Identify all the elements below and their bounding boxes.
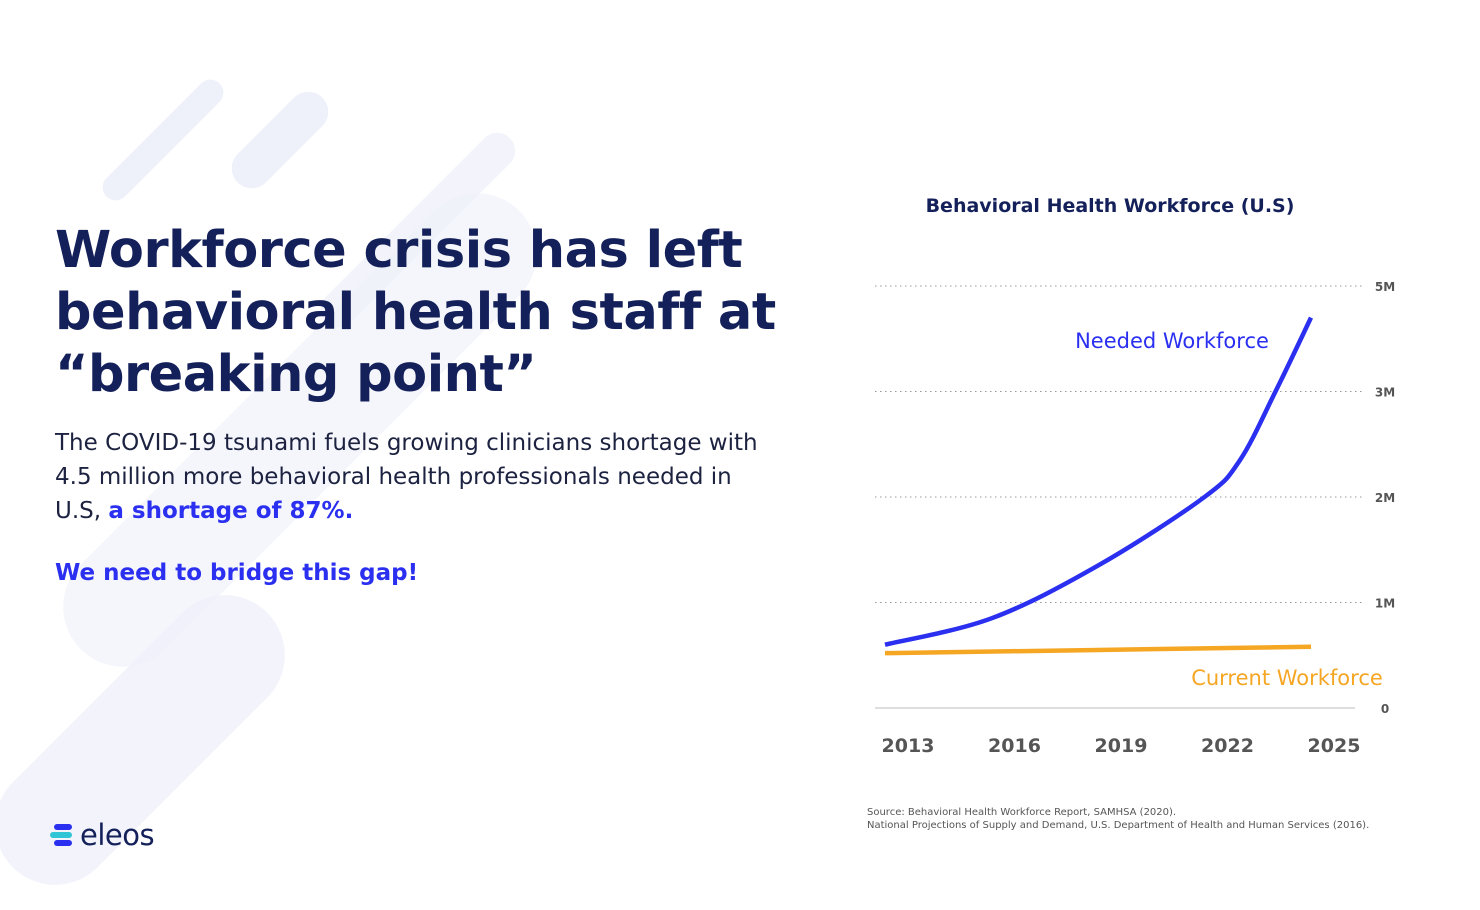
x-tick-label: 2013 bbox=[882, 735, 935, 757]
x-tick-label: 2025 bbox=[1308, 735, 1361, 757]
current-workforce-line bbox=[884, 644, 1312, 656]
y-tick-label: 3M bbox=[1375, 386, 1395, 400]
y-tick-label: 0 bbox=[1381, 702, 1389, 716]
slide-title: Workforce crisis has left behavioral hea… bbox=[55, 221, 776, 404]
eleos-logo: eleos bbox=[50, 818, 155, 852]
slide-body: The COVID-19 tsunami fuels growing clini… bbox=[55, 426, 775, 528]
eleos-logo-icon bbox=[50, 824, 72, 846]
body-highlight: a shortage of 87%. bbox=[108, 498, 354, 524]
logo-text: eleos bbox=[80, 818, 155, 852]
y-tick-label: 2M bbox=[1375, 491, 1395, 505]
x-tick-label: 2022 bbox=[1201, 735, 1254, 757]
y-tick-label: 1M bbox=[1375, 597, 1395, 611]
source-line-1: Source: Behavioral Health Workforce Repo… bbox=[867, 807, 1177, 818]
source-line-2: National Projections of Supply and Deman… bbox=[867, 820, 1370, 831]
needed-workforce-line bbox=[884, 316, 1314, 647]
y-tick-label: 5M bbox=[1375, 280, 1395, 294]
x-tick-label: 2019 bbox=[1095, 735, 1148, 757]
body-text: The COVID-19 tsunami fuels growing clini… bbox=[55, 430, 758, 524]
needed-workforce-label: Needed Workforce bbox=[1075, 329, 1269, 353]
x-tick-label: 2016 bbox=[988, 735, 1041, 757]
call-to-action: We need to bridge this gap! bbox=[55, 560, 419, 586]
current-workforce-label: Current Workforce bbox=[1191, 666, 1383, 690]
chart-title: Behavioral Health Workforce (U.S) bbox=[925, 195, 1295, 217]
source-note: Source: Behavioral Health Workforce Repo… bbox=[867, 806, 1369, 832]
line-chart: 0 1M 2M 3M 5M 2013 2016 2019 2022 2025 Needed Work… bbox=[875, 280, 1395, 757]
